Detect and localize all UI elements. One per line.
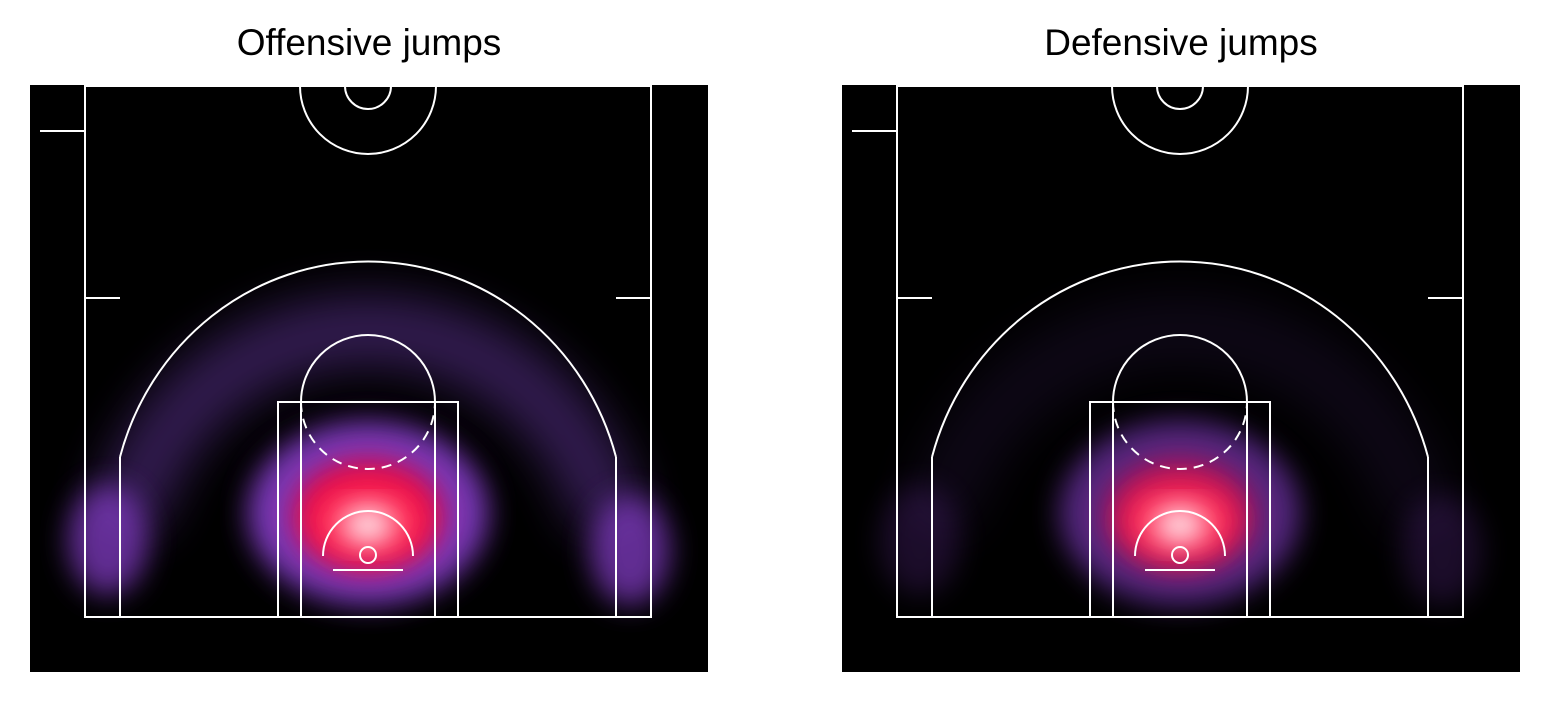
hotspot-rim-peak xyxy=(342,507,394,543)
free-throw-circle-top xyxy=(300,334,436,403)
hotspot-rim-peak xyxy=(1154,507,1206,543)
basket-rim xyxy=(1171,546,1189,564)
hotspot-left-corner xyxy=(880,485,960,595)
chart-title-defensive: Defensive jumps xyxy=(1044,22,1318,63)
basket-rim xyxy=(359,546,377,564)
chart-title-offensive: Offensive jumps xyxy=(236,22,502,63)
hotspot-above-the-break-arc xyxy=(902,294,1458,534)
heatmap-density-layer xyxy=(68,294,670,605)
center-circle-outer xyxy=(1111,85,1249,155)
free-throw-circle-bottom-dashed xyxy=(1112,401,1248,470)
restricted-area-arc xyxy=(1134,510,1226,557)
hotspot-above-the-break-arc xyxy=(90,294,646,534)
defensive-heatmap-court xyxy=(842,85,1520,672)
offensive-heatmap-court xyxy=(30,85,708,672)
heatmap-density-layer xyxy=(880,294,1482,605)
hotspot-right-corner xyxy=(590,495,670,605)
center-circle-inner xyxy=(1156,85,1204,110)
court-lines xyxy=(40,85,652,618)
center-circle-outer xyxy=(299,85,437,155)
free-throw-circle-bottom-dashed xyxy=(300,401,436,470)
hotspot-right-corner xyxy=(1402,495,1482,605)
three-point-arc xyxy=(119,260,617,458)
free-throw-circle-top xyxy=(1112,334,1248,403)
center-circle-inner xyxy=(344,85,392,110)
court-lines xyxy=(852,85,1464,618)
inner-lane xyxy=(1112,401,1248,618)
hotspot-left-corner xyxy=(68,485,148,595)
three-point-arc xyxy=(931,260,1429,458)
inner-lane xyxy=(300,401,436,618)
restricted-area-arc xyxy=(322,510,414,557)
